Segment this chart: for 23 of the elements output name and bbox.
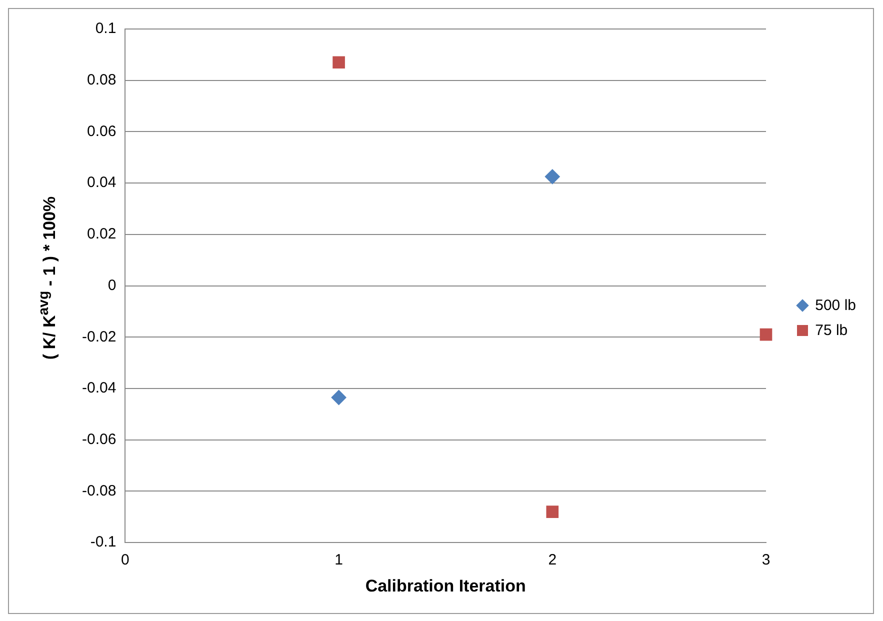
y-tick-label: -0.1 (90, 534, 116, 551)
x-tick-label: 1 (334, 552, 343, 569)
y-tick-label: -0.02 (82, 328, 116, 346)
x-axis-title: Calibration Iteration (365, 576, 526, 596)
legend-label: 75 lb (815, 321, 848, 341)
x-tick-label: 3 (762, 552, 770, 569)
y-tick-label: -0.04 (82, 380, 116, 397)
x-tick-label: 2 (548, 552, 557, 569)
y-tick-label: -0.06 (82, 431, 116, 448)
y-tick-label: -0.08 (82, 482, 116, 500)
point (331, 390, 346, 406)
y-tick-label: 0.02 (86, 226, 116, 243)
y-tick-label: 0.1 (95, 20, 116, 38)
point (546, 506, 559, 518)
y-tick-label: 0.08 (86, 72, 116, 88)
y-tick-label: 0.06 (86, 122, 116, 140)
point (332, 56, 345, 69)
point (544, 169, 560, 184)
y-tick-label: 0 (108, 276, 116, 294)
y-tick-label: 0.04 (86, 174, 116, 192)
legend-label: 500 lb (815, 296, 856, 316)
x-tick-label: 0 (121, 552, 130, 569)
point (760, 328, 772, 341)
